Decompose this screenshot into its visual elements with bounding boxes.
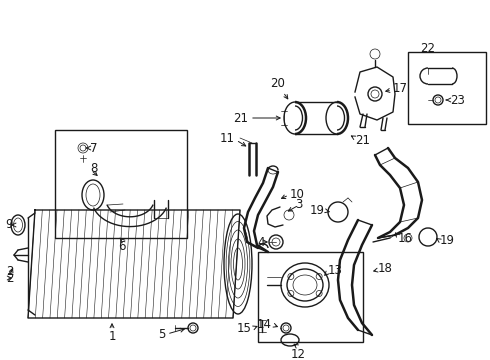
Text: 21: 21 xyxy=(355,134,370,147)
Text: 8: 8 xyxy=(90,162,98,175)
Text: 2: 2 xyxy=(6,271,14,284)
Text: 11: 11 xyxy=(220,131,235,144)
Bar xyxy=(408,52,486,124)
Text: 22: 22 xyxy=(420,42,436,55)
Text: 12: 12 xyxy=(291,348,305,360)
Text: 19: 19 xyxy=(310,203,325,216)
Text: 3: 3 xyxy=(295,198,302,211)
Bar xyxy=(55,130,187,238)
Bar xyxy=(258,252,363,342)
Text: 21: 21 xyxy=(233,112,248,125)
Text: 9: 9 xyxy=(5,219,13,231)
Text: 6: 6 xyxy=(118,240,126,253)
Text: 7: 7 xyxy=(90,141,98,154)
Text: 23: 23 xyxy=(450,94,465,107)
Text: 10: 10 xyxy=(290,189,305,202)
Text: 19: 19 xyxy=(440,234,455,247)
Text: 2: 2 xyxy=(6,265,14,278)
Text: 14: 14 xyxy=(257,319,272,332)
Text: 5: 5 xyxy=(158,328,165,341)
Text: 20: 20 xyxy=(270,77,286,90)
Text: 15: 15 xyxy=(237,321,252,334)
Text: 17: 17 xyxy=(393,81,408,94)
Text: 18: 18 xyxy=(378,261,393,274)
Text: 1: 1 xyxy=(108,330,116,343)
Text: 13: 13 xyxy=(328,264,343,276)
Text: 16: 16 xyxy=(398,231,413,244)
Text: 4: 4 xyxy=(258,235,265,248)
